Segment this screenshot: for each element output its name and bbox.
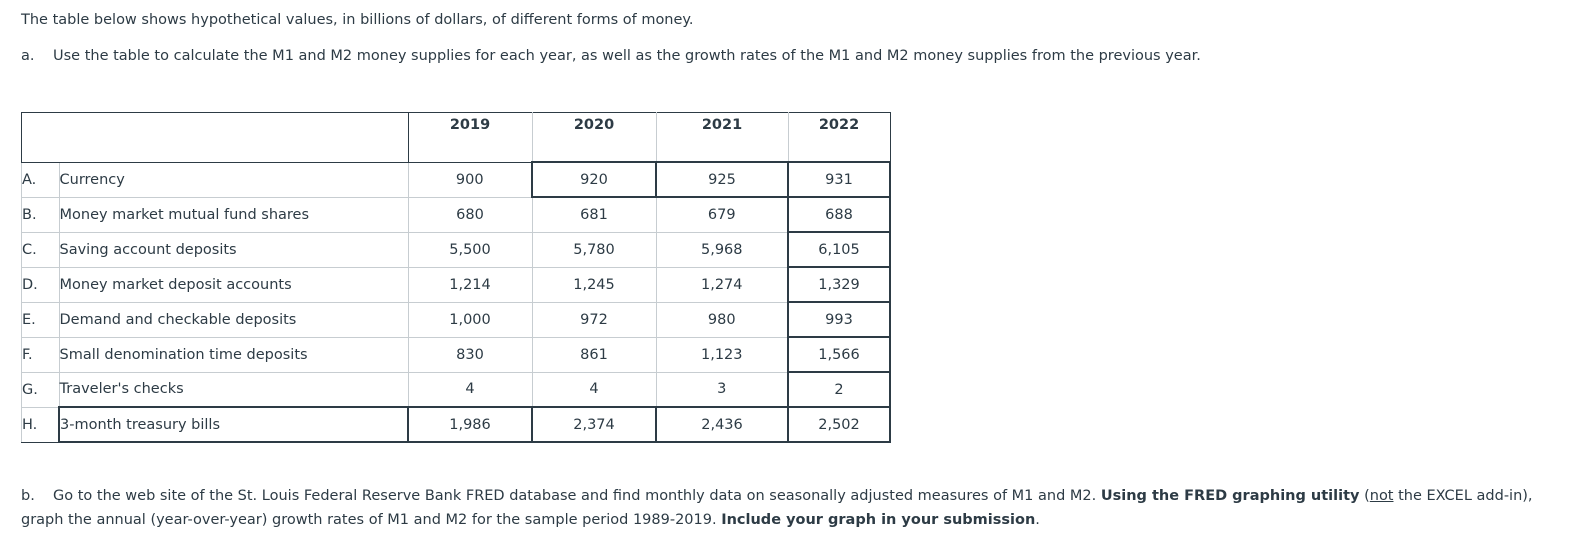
table-row: E. Demand and checkable deposits 1,000 972 9… bbox=[21, 301, 891, 338]
table-row: F. Small denomination time deposits 830 861… bbox=[21, 336, 891, 373]
part-b-text-4: . bbox=[1035, 512, 1040, 528]
value-cell-2022: 6,105 bbox=[787, 231, 891, 268]
row-label: Traveler's checks bbox=[58, 371, 409, 408]
table-row: C. Saving account deposits 5,500 5,780 5,968… bbox=[21, 231, 891, 268]
value-cell-2022: 688 bbox=[787, 196, 891, 233]
row-label: Money market mutual fund shares bbox=[58, 196, 409, 233]
row-label: Money market deposit accounts bbox=[58, 266, 409, 303]
header-year-2021: 2021 bbox=[655, 112, 789, 163]
row-letter: F. bbox=[21, 336, 60, 373]
value-cell-2019: 1,986 bbox=[407, 406, 533, 443]
value-cell-2019: 1,214 bbox=[407, 266, 533, 303]
value-cell-2021: 980 bbox=[655, 301, 789, 338]
header-year-2019: 2019 bbox=[407, 112, 533, 163]
part-b-text-2: ( bbox=[1359, 488, 1370, 504]
value-cell-2021: 679 bbox=[655, 196, 789, 233]
part-b-text-1: Go to the web site of the St. Louis Fede… bbox=[53, 488, 1101, 504]
value-cell-2020: 681 bbox=[531, 196, 657, 233]
value-cell-2019: 5,500 bbox=[407, 231, 533, 268]
value-cell-2021: 1,274 bbox=[655, 266, 789, 303]
row-label: Saving account deposits bbox=[58, 231, 409, 268]
row-label: Currency bbox=[58, 161, 409, 198]
part-a-letter: a. bbox=[21, 48, 35, 64]
value-cell-2022: 993 bbox=[787, 301, 891, 338]
value-cell-2022: 2,502 bbox=[787, 406, 891, 443]
part-b-bold-1: Using the FRED graphing utility bbox=[1100, 488, 1360, 504]
question-part-a: a. Use the table to calculate the M1 and … bbox=[21, 46, 1201, 66]
row-label: Small denomination time deposits bbox=[58, 336, 409, 373]
value-cell-2021: 5,968 bbox=[655, 231, 789, 268]
row-letter: E. bbox=[21, 301, 60, 338]
table-row: H. 3-month treasury bills 1,986 2,374 2,436 2… bbox=[21, 406, 891, 443]
value-cell-2022: 1,566 bbox=[787, 336, 891, 373]
row-letter: H. bbox=[21, 406, 60, 443]
value-cell-2020: 2,374 bbox=[531, 406, 657, 443]
value-cell-2020: 861 bbox=[531, 336, 657, 373]
table-header-row: 2019 2020 2021 2022 bbox=[21, 112, 891, 163]
part-a-text: Use the table to calculate the M1 and M2… bbox=[53, 48, 1201, 64]
part-b-bold-2: Include your graph in your submission bbox=[721, 512, 1036, 528]
value-cell-2021: 3 bbox=[655, 371, 789, 408]
value-cell-2019: 4 bbox=[407, 371, 533, 408]
header-year-2022: 2022 bbox=[787, 112, 891, 163]
part-b-underline: not bbox=[1369, 488, 1394, 504]
value-cell-2021: 1,123 bbox=[655, 336, 789, 373]
value-cell-2020: 5,780 bbox=[531, 231, 657, 268]
intro-text: The table below shows hypothetical value… bbox=[21, 12, 694, 28]
value-cell-2022: 931 bbox=[787, 161, 891, 198]
row-letter: B. bbox=[21, 196, 60, 233]
row-letter: C. bbox=[21, 231, 60, 268]
row-label: Demand and checkable deposits bbox=[58, 301, 409, 338]
value-cell-2019: 680 bbox=[407, 196, 533, 233]
value-cell-2019: 1,000 bbox=[407, 301, 533, 338]
question-part-b: b. Go to the web site of the St. Louis Fe… bbox=[21, 484, 1571, 532]
table-row: A. Currency 900 920 925 931 bbox=[21, 161, 891, 198]
value-cell-2020: 4 bbox=[531, 371, 657, 408]
value-cell-2019: 830 bbox=[407, 336, 533, 373]
row-letter: D. bbox=[21, 266, 60, 303]
table-row: G. Traveler's checks 4 4 3 2 bbox=[21, 371, 891, 408]
header-year-2020: 2020 bbox=[531, 112, 657, 163]
value-cell-2020: 1,245 bbox=[531, 266, 657, 303]
value-cell-2021: 2,436 bbox=[655, 406, 789, 443]
row-letter: G. bbox=[21, 371, 60, 408]
value-cell-2022: 1,329 bbox=[787, 266, 891, 303]
part-b-text-3: the EXCEL add-in), graph the annual (yea… bbox=[21, 488, 1533, 528]
value-cell-2021: 925 bbox=[655, 161, 789, 198]
row-label: 3-month treasury bills bbox=[58, 406, 409, 443]
header-blank-cell bbox=[21, 112, 409, 163]
part-b-letter: b. bbox=[21, 488, 35, 504]
value-cell-2020: 920 bbox=[531, 161, 657, 198]
row-letter: A. bbox=[21, 161, 60, 198]
table-row: B. Money market mutual fund shares 680 681 6… bbox=[21, 196, 891, 233]
money-table: 2019 2020 2021 2022 A. Currency 900 920 925 9… bbox=[21, 112, 891, 443]
value-cell-2020: 972 bbox=[531, 301, 657, 338]
value-cell-2022: 2 bbox=[787, 371, 891, 408]
value-cell-2019: 900 bbox=[407, 161, 533, 198]
table-row: D. Money market deposit accounts 1,214 1,24… bbox=[21, 266, 891, 303]
